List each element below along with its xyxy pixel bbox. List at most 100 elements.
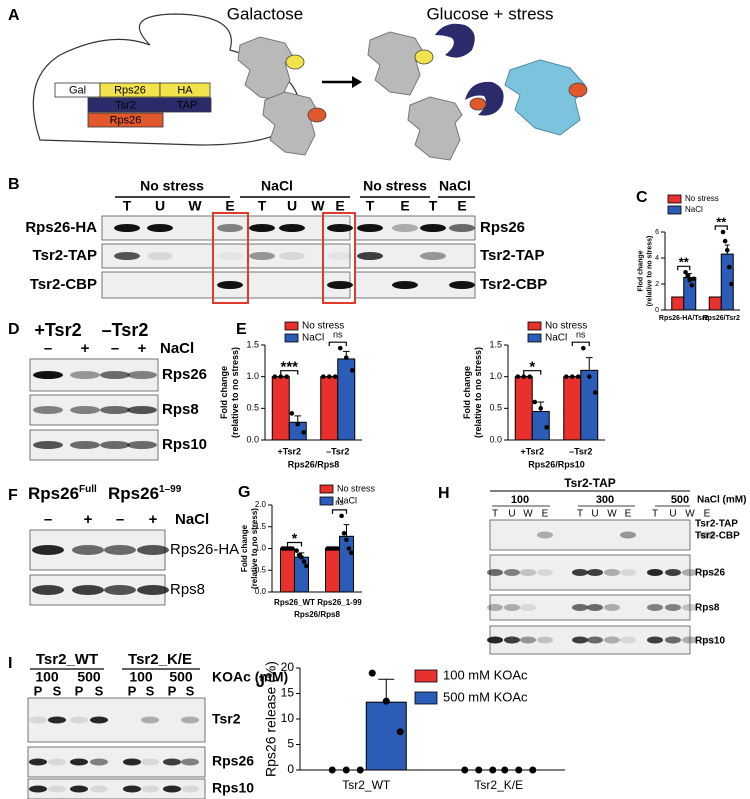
band <box>392 281 418 289</box>
band <box>100 441 130 449</box>
lane-label: E <box>400 198 409 214</box>
data-point <box>729 281 734 287</box>
legend-label: No stress <box>545 321 587 332</box>
bar <box>339 535 354 593</box>
y-tick-label: 6 <box>655 229 659 236</box>
blot-title: Tsr2-TAP <box>564 476 616 490</box>
lane-label: – <box>44 511 52 528</box>
band <box>104 585 136 595</box>
data-point <box>338 345 343 351</box>
error-bar <box>294 415 302 423</box>
significance-bracket <box>286 541 303 547</box>
construct-label: Tsr2 <box>115 99 136 111</box>
data-point <box>342 766 350 774</box>
ribosome <box>262 91 318 156</box>
legend-swatch <box>414 669 438 683</box>
significance-bracket <box>280 370 299 375</box>
group-label: No stress <box>363 178 427 194</box>
data-point <box>294 548 299 553</box>
band <box>449 224 475 232</box>
band <box>141 785 159 793</box>
error-bar <box>343 524 350 537</box>
band <box>48 785 66 793</box>
panel-letter: B <box>8 176 20 193</box>
band <box>520 636 536 644</box>
band <box>181 758 199 766</box>
band <box>449 281 475 289</box>
y-axis-label: Flod change <box>637 250 644 291</box>
legend-swatch <box>667 205 682 215</box>
data-point <box>356 766 364 774</box>
group-label: NaCl <box>439 178 471 194</box>
blot-label: Rps26 <box>162 366 207 383</box>
lane-label: S <box>186 683 195 698</box>
band <box>137 585 169 595</box>
data-point <box>689 283 695 288</box>
construct-label: Rps26 <box>114 84 146 96</box>
data-point <box>321 374 326 379</box>
band <box>665 569 681 576</box>
lane-label: W <box>607 509 617 520</box>
significance-bracket <box>677 265 691 271</box>
lane-label: P <box>168 683 177 698</box>
x-tick-label: Tsr2_K/E <box>474 778 523 792</box>
band <box>620 531 636 539</box>
data-point <box>489 766 497 774</box>
legend-swatch <box>667 194 682 204</box>
band <box>520 604 536 611</box>
data-point <box>691 276 697 282</box>
band <box>70 406 100 414</box>
band <box>699 531 715 539</box>
band <box>699 569 715 576</box>
band <box>217 252 243 260</box>
bar <box>280 548 295 593</box>
x-axis-label: Rps26/Rps8 <box>294 610 340 619</box>
blot-label: Rps8 <box>695 603 720 614</box>
lane-label: T <box>652 509 658 520</box>
data-point <box>501 766 509 774</box>
x-axis-label: Rps26/Rps10 <box>528 459 585 469</box>
lane-label: – <box>44 340 52 357</box>
data-point <box>683 270 688 275</box>
y-tick-label: 0 <box>655 307 659 314</box>
data-point <box>515 374 521 379</box>
significance-bracket <box>571 341 590 347</box>
significance-bracket <box>523 370 542 375</box>
band <box>572 604 588 611</box>
data-point <box>586 374 592 379</box>
bar <box>320 376 339 441</box>
legend-label: NaCl <box>545 333 567 344</box>
legend-swatch <box>527 333 542 343</box>
x-axis-label: Rps26/Rps8 <box>288 459 340 469</box>
bar <box>514 376 533 441</box>
blot-label: Tsr2-CBP <box>695 531 740 542</box>
condition-label: Galactose <box>227 4 304 23</box>
data-point <box>575 374 581 379</box>
lane-label: E <box>542 509 549 520</box>
y-tick-label: 20 <box>281 660 295 674</box>
band <box>572 569 588 576</box>
blot-label: Rps26 <box>695 568 725 579</box>
significance-bracket <box>331 509 348 514</box>
group-name: Rps26 <box>28 484 79 503</box>
band <box>100 371 130 379</box>
band <box>114 252 140 260</box>
y-tick-label: 1.5 <box>246 339 259 349</box>
band <box>32 585 64 595</box>
group-sup: 1–99 <box>159 484 182 495</box>
bar <box>271 376 290 441</box>
data-point <box>529 766 537 774</box>
blot-label: Rps10 <box>212 780 254 796</box>
band <box>537 531 553 539</box>
band <box>72 585 104 595</box>
lane-label: – <box>111 340 119 357</box>
x-tick-label: Rps26-HA/Tsr2 <box>659 315 709 322</box>
band <box>163 758 181 766</box>
band <box>181 785 199 793</box>
x-tick-label: Rps26_WT <box>274 598 315 607</box>
data-point <box>341 530 347 536</box>
band <box>647 636 663 644</box>
panel-letter: A <box>8 7 20 24</box>
y-tick-label: 1.0 <box>489 371 502 381</box>
band <box>33 406 63 414</box>
